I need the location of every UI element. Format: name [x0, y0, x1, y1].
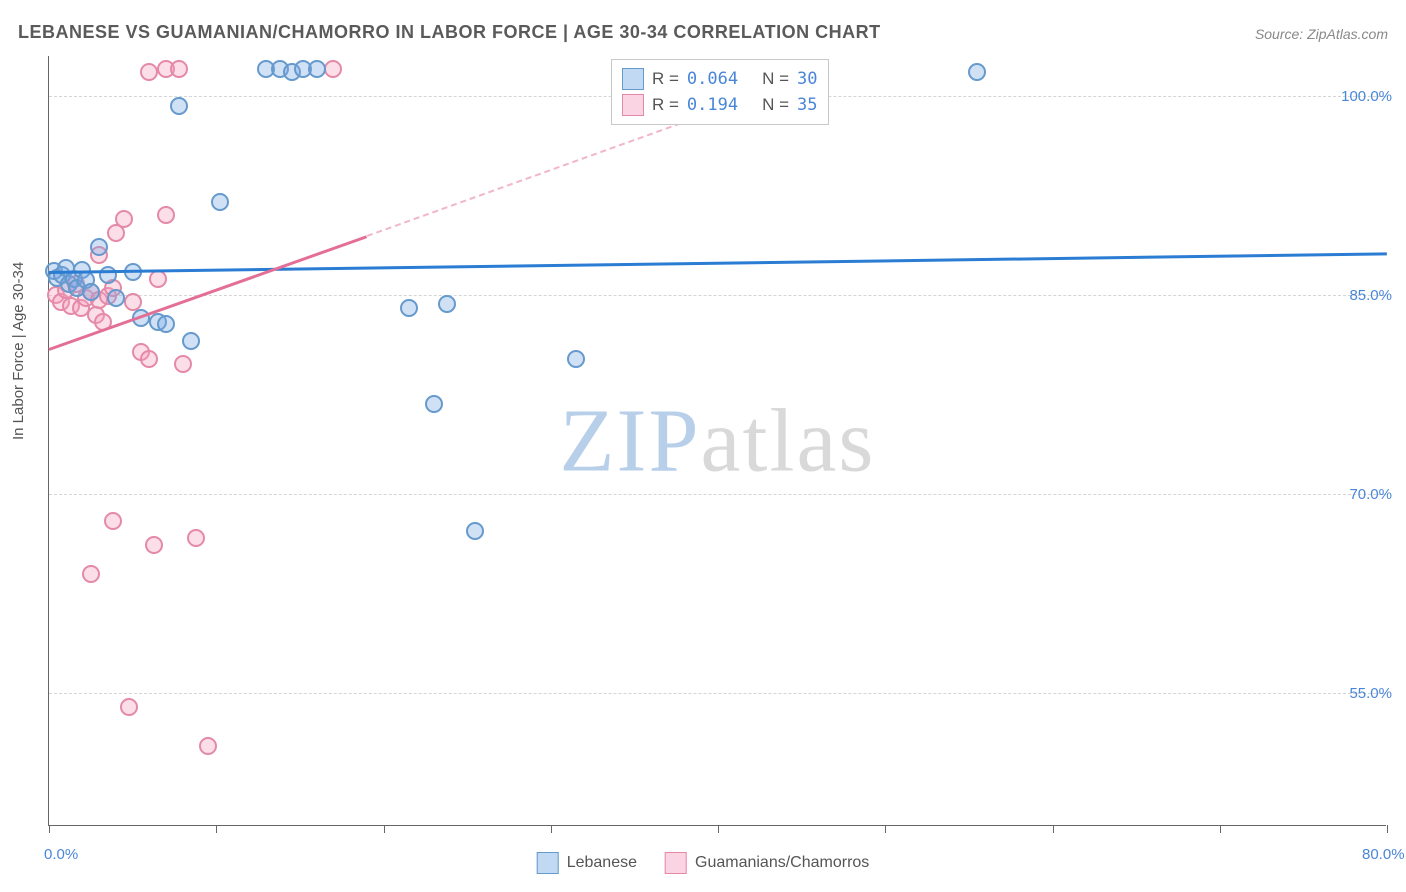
scatter-point-blue [107, 289, 125, 307]
gridline-h [49, 494, 1386, 495]
scatter-point-pink [115, 210, 133, 228]
gridline-h [49, 295, 1386, 296]
stats-n-value: 30 [797, 69, 817, 89]
scatter-point-blue [438, 295, 456, 313]
scatter-point-blue [400, 299, 418, 317]
x-tick-mark [885, 825, 886, 833]
bottom-legend: Lebanese Guamanians/Chamorros [537, 852, 870, 874]
stats-swatch [622, 68, 644, 90]
scatter-point-blue [567, 350, 585, 368]
legend-swatch-blue [537, 852, 559, 874]
legend-label-guamanian: Guamanians/Chamorros [695, 854, 869, 872]
scatter-point-blue [82, 283, 100, 301]
stats-r-label: R = [652, 95, 679, 115]
legend-label-lebanese: Lebanese [567, 854, 637, 872]
chart-title: LEBANESE VS GUAMANIAN/CHAMORRO IN LABOR … [18, 22, 881, 43]
scatter-point-pink [82, 565, 100, 583]
x-tick-mark [49, 825, 50, 833]
watermark-part-b: atlas [701, 391, 876, 490]
x-tick-mark [1220, 825, 1221, 833]
stats-n-label: N = [762, 95, 789, 115]
stats-n-label: N = [762, 69, 789, 89]
scatter-point-pink [140, 63, 158, 81]
scatter-point-pink [104, 512, 122, 530]
scatter-point-blue [157, 315, 175, 333]
trendline-pink-dashed [366, 109, 718, 237]
scatter-point-pink [170, 60, 188, 78]
trendline-blue [49, 252, 1387, 274]
x-tick-mark [384, 825, 385, 833]
scatter-point-pink [145, 536, 163, 554]
scatter-point-blue [425, 395, 443, 413]
scatter-point-pink [324, 60, 342, 78]
x-tick-label: 0.0% [44, 846, 78, 863]
y-tick-label: 55.0% [1349, 685, 1392, 702]
scatter-point-blue [99, 266, 117, 284]
stats-row-blue: R = 0.064 N = 30 [622, 66, 818, 92]
watermark: ZIPatlas [560, 389, 876, 492]
x-tick-mark [1053, 825, 1054, 833]
scatter-point-blue [968, 63, 986, 81]
y-tick-label: 100.0% [1341, 88, 1392, 105]
scatter-plot-area: ZIPatlas R = 0.064 N = 30 R = 0.194 N = 35 [48, 56, 1386, 826]
scatter-point-pink [120, 698, 138, 716]
stats-n-value: 35 [797, 95, 817, 115]
legend-item-guamanian: Guamanians/Chamorros [665, 852, 869, 874]
scatter-point-blue [466, 522, 484, 540]
legend-item-lebanese: Lebanese [537, 852, 637, 874]
scatter-point-pink [149, 270, 167, 288]
y-axis-label: In Labor Force | Age 30-34 [10, 262, 27, 440]
stats-swatch [622, 94, 644, 116]
scatter-point-pink [199, 737, 217, 755]
scatter-point-blue [90, 238, 108, 256]
x-tick-mark [551, 825, 552, 833]
legend-swatch-pink [665, 852, 687, 874]
x-tick-mark [1387, 825, 1388, 833]
scatter-point-pink [174, 355, 192, 373]
scatter-point-blue [170, 97, 188, 115]
y-tick-label: 70.0% [1349, 486, 1392, 503]
stats-row-pink: R = 0.194 N = 35 [622, 92, 818, 118]
scatter-point-blue [182, 332, 200, 350]
scatter-point-blue [308, 60, 326, 78]
watermark-part-a: ZIP [560, 391, 701, 490]
x-tick-label: 80.0% [1362, 846, 1405, 863]
source-attribution: Source: ZipAtlas.com [1255, 26, 1388, 42]
scatter-point-pink [157, 206, 175, 224]
stats-legend-box: R = 0.064 N = 30 R = 0.194 N = 35 [611, 59, 829, 125]
stats-r-label: R = [652, 69, 679, 89]
y-tick-label: 85.0% [1349, 287, 1392, 304]
stats-r-value: 0.194 [687, 95, 738, 115]
gridline-h [49, 693, 1386, 694]
stats-r-value: 0.064 [687, 69, 738, 89]
x-tick-mark [216, 825, 217, 833]
x-tick-mark [718, 825, 719, 833]
scatter-point-pink [187, 529, 205, 547]
scatter-point-pink [140, 350, 158, 368]
scatter-point-blue [211, 193, 229, 211]
